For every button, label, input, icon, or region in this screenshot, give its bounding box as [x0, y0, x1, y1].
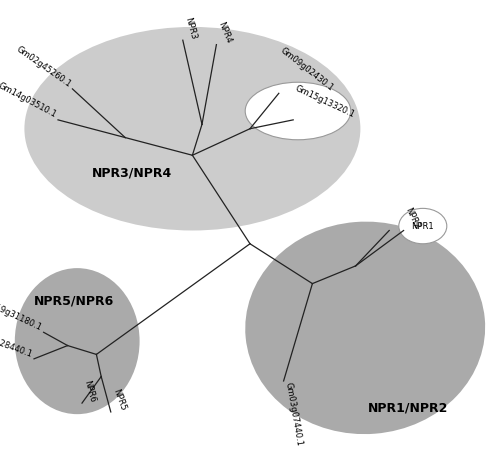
- Ellipse shape: [399, 208, 447, 244]
- Text: Gm03g07440.1: Gm03g07440.1: [284, 381, 304, 446]
- Text: NPR6: NPR6: [82, 379, 96, 403]
- Ellipse shape: [24, 27, 360, 230]
- Ellipse shape: [245, 222, 485, 434]
- Text: Gm02g45260.1: Gm02g45260.1: [14, 44, 72, 89]
- Text: Gm19g31180.1: Gm19g31180.1: [0, 297, 44, 332]
- Text: NPR1: NPR1: [412, 222, 434, 230]
- Text: Gm09g02430.1: Gm09g02430.1: [279, 47, 336, 93]
- Text: Gm15g13320.1: Gm15g13320.1: [293, 84, 356, 120]
- Text: NPR5: NPR5: [111, 388, 127, 412]
- Text: Gm14g03510.1: Gm14g03510.1: [0, 82, 58, 120]
- Ellipse shape: [245, 82, 351, 140]
- Text: NPR5/NPR6: NPR5/NPR6: [34, 295, 114, 308]
- Text: NPR2: NPR2: [404, 206, 421, 230]
- Text: NPR3/NPR4: NPR3/NPR4: [92, 166, 172, 179]
- Text: NPR3: NPR3: [183, 16, 198, 40]
- Ellipse shape: [15, 268, 140, 414]
- Text: Gm03g28440.1: Gm03g28440.1: [0, 328, 34, 359]
- Text: NPR4: NPR4: [216, 20, 233, 45]
- Text: NPR1/NPR2: NPR1/NPR2: [368, 401, 448, 414]
